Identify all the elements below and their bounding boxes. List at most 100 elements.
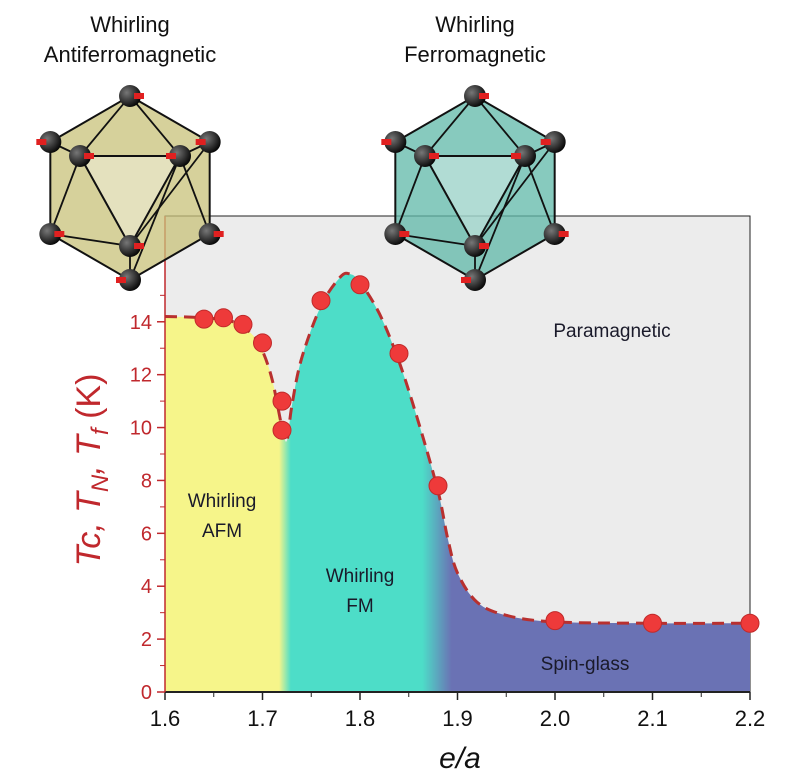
data-point	[311, 291, 331, 311]
y-label-part: ,	[70, 513, 108, 532]
data-point	[272, 391, 292, 411]
atom	[39, 131, 62, 153]
y-label-part: ,	[70, 456, 108, 475]
y-label-part: T	[70, 490, 108, 513]
atom	[198, 131, 221, 153]
icosahedron-face	[78, 155, 182, 249]
atom	[464, 269, 486, 291]
spin-arrow-icon	[134, 243, 144, 249]
icosahedron-afm	[36, 85, 224, 291]
icosahedron-edge	[179, 155, 211, 235]
atom	[119, 235, 141, 257]
icosahedron-edge	[524, 155, 556, 235]
atom	[198, 223, 221, 245]
icosahedron-edge	[129, 155, 181, 281]
spin-arrow-icon	[166, 153, 176, 159]
y-label-part: T	[70, 433, 108, 456]
spin-arrow-icon	[84, 153, 94, 159]
y-tick-label: 0	[141, 682, 152, 704]
spin-arrow-icon	[479, 93, 489, 99]
spin-arrow-icon	[36, 139, 47, 145]
x-tick-label: 1.6	[150, 706, 181, 731]
spin-arrow-icon	[429, 153, 439, 159]
atom	[69, 145, 91, 167]
data-point	[194, 309, 214, 329]
x-axis-label: e/a	[439, 742, 481, 775]
atom	[543, 223, 566, 245]
spin-arrow-icon	[381, 139, 392, 145]
x-tick-label: 2.0	[540, 706, 571, 731]
region-label-fm-line1: Whirling	[326, 566, 395, 587]
region-label-fm-line2: FM	[346, 596, 373, 617]
icosahedron-edge	[79, 95, 131, 157]
spin-arrow-icon	[134, 93, 144, 99]
icosahedron-edge	[474, 95, 526, 157]
structure-title-afm-line2: Antiferromagnetic	[44, 42, 216, 67]
y-tick-label: 12	[130, 365, 152, 387]
data-point	[214, 308, 233, 328]
atom	[384, 223, 407, 245]
spin-arrow-icon	[511, 153, 521, 159]
atom	[169, 145, 191, 167]
atom	[543, 131, 566, 153]
ordered-phase-fill	[165, 273, 750, 692]
y-tick-label: 8	[141, 470, 152, 492]
y-label-part: (K)	[70, 374, 108, 429]
structure-title-afm-line1: Whirling	[90, 12, 169, 37]
structure-title-fm-line2: Ferromagnetic	[404, 42, 546, 67]
icosahedron-fm	[381, 85, 569, 291]
spin-arrow-icon	[461, 277, 471, 283]
atom	[384, 131, 407, 153]
spin-arrow-icon	[116, 277, 126, 283]
y-label-part: c	[70, 532, 108, 549]
structure-title-fm-line1: Whirling	[435, 12, 514, 37]
spin-arrow-icon	[195, 139, 206, 145]
y-tick-label: 4	[141, 576, 152, 598]
atom	[514, 145, 536, 167]
atom	[119, 85, 141, 107]
y-label-sub: f	[87, 426, 114, 435]
data-point	[233, 314, 253, 334]
spin-arrow-icon	[558, 231, 569, 237]
x-tick-label: 2.1	[637, 706, 668, 731]
atom	[119, 269, 141, 291]
data-point	[272, 420, 292, 440]
x-tick-label: 2.2	[735, 706, 766, 731]
icosahedron-edge	[424, 95, 476, 157]
icosahedron-edge	[474, 141, 556, 247]
spin-arrow-icon	[540, 139, 551, 145]
spin-arrow-icon	[54, 231, 65, 237]
data-point	[643, 613, 662, 633]
data-point	[253, 333, 272, 353]
x-tick-label: 1.8	[345, 706, 376, 731]
x-tick-label: 1.9	[442, 706, 473, 731]
region-label-afm-line2: AFM	[202, 521, 242, 542]
atom	[39, 223, 62, 245]
icosahedron-edge	[129, 141, 211, 247]
atom	[464, 235, 486, 257]
icosahedron-edge	[394, 155, 426, 235]
atom	[464, 85, 486, 107]
data-point	[350, 275, 370, 295]
y-axis-label: Tc, TN, Tf (K)	[70, 374, 114, 567]
region-label-afm-line1: Whirling	[188, 491, 257, 512]
data-point	[389, 344, 409, 364]
atom	[414, 145, 436, 167]
data-point	[740, 613, 760, 633]
y-tick-label: 2	[141, 629, 152, 651]
y-tick-label: 10	[130, 418, 152, 440]
icosahedron-edge	[129, 95, 181, 157]
spin-arrow-icon	[399, 231, 410, 237]
icosahedron-edge	[474, 155, 526, 281]
spin-arrow-icon	[213, 231, 224, 237]
data-point	[545, 611, 565, 631]
region-label-paramagnetic: Paramagnetic	[553, 321, 670, 342]
y-label-sub: N	[87, 474, 114, 492]
data-point	[428, 476, 448, 496]
x-tick-label: 1.7	[247, 706, 278, 731]
y-tick-label: 14	[130, 312, 152, 334]
y-label-part: T	[70, 543, 108, 566]
spin-arrow-icon	[479, 243, 489, 249]
region-label-spin-glass: Spin-glass	[541, 654, 630, 675]
